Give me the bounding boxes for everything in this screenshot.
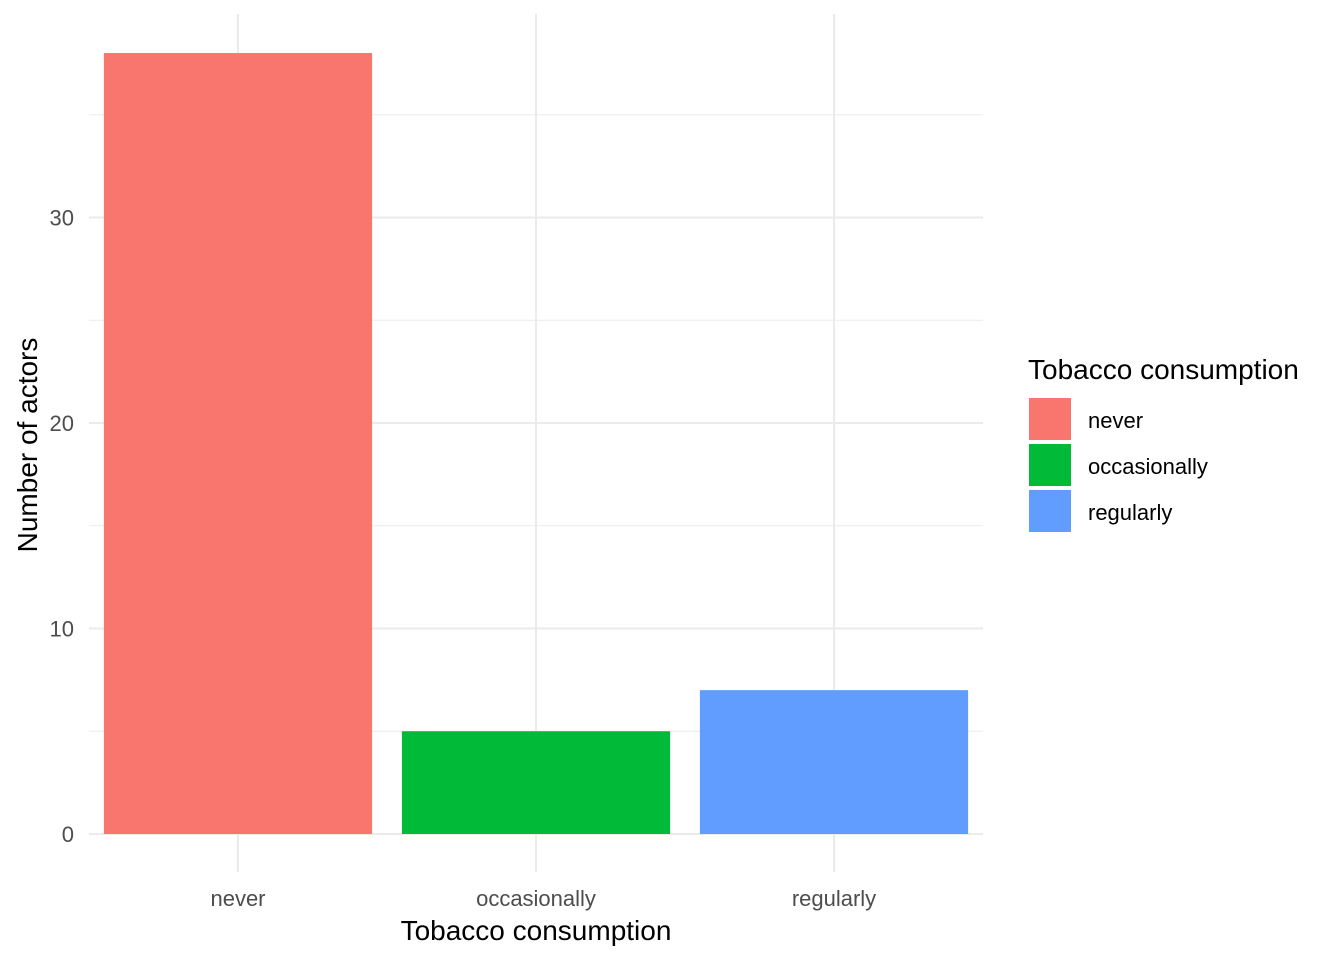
legend-swatch-occasionally [1029,444,1071,486]
legend-label: regularly [1088,500,1172,525]
bar-occasionally [401,731,671,834]
x-tick-label: regularly [792,886,876,911]
x-axis-title: Tobacco consumption [401,915,672,946]
bars [103,53,969,835]
legend-title: Tobacco consumption [1028,354,1299,385]
y-tick-label: 10 [50,616,74,641]
bar-never [103,53,373,835]
legend-items: never occasionally regularly [1029,398,1208,532]
y-tick-label: 0 [62,822,74,847]
legend-label: never [1088,408,1143,433]
x-tick-label: occasionally [476,886,596,911]
bar-regularly [699,690,969,834]
legend-swatch-regularly [1029,490,1071,532]
legend: Tobacco consumption never occasionally reg… [1028,354,1299,532]
y-tick-label: 20 [50,411,74,436]
y-axis-title: Number of actors [12,338,43,553]
axis-ticks: 0 10 20 30 never occasionally regularly [50,205,877,911]
legend-label: occasionally [1088,454,1208,479]
y-tick-label: 30 [50,205,74,230]
legend-swatch-never [1029,398,1071,440]
x-tick-label: never [210,886,265,911]
